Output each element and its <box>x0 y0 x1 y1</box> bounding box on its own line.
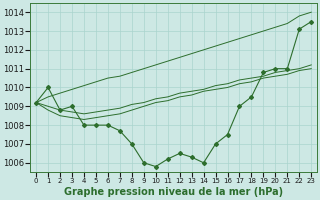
X-axis label: Graphe pression niveau de la mer (hPa): Graphe pression niveau de la mer (hPa) <box>64 187 283 197</box>
